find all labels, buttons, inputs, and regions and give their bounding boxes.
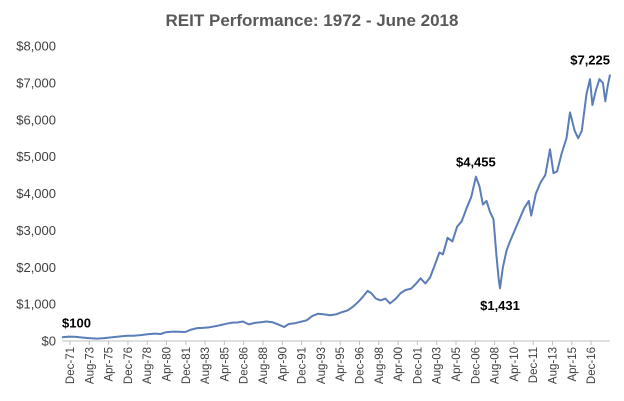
x-tick-label: Apr-95 [335,347,347,382]
x-tick-label: Aug-93 [316,347,328,384]
annotations: $100 $4,455 $1,431 $7,225 [62,53,610,331]
x-tick-label: Dec-16 [586,347,598,384]
x-tick-label: Apr-90 [277,347,289,382]
y-tick-label: $3,000 [16,223,56,238]
y-tick-label: $8,000 [16,39,56,54]
x-tick-label: Aug-88 [258,347,270,384]
x-tick-label: Aug-08 [490,347,502,384]
series-line [61,74,611,340]
x-tick-label: Aug-13 [548,347,560,384]
x-tick-label: Apr-05 [451,347,463,382]
x-tick-label: Dec-71 [65,347,77,384]
x-tick-label: Apr-85 [219,347,231,382]
x-tick-label: Aug-73 [84,347,96,384]
x-tick-label: Aug-78 [142,347,154,384]
x-tick-label: Dec-11 [528,347,540,383]
x-tick-label: Dec-86 [239,347,251,384]
x-tick-label: Apr-00 [393,347,405,382]
data-annotation: $4,455 [456,155,496,170]
x-tick-label: Dec-76 [123,347,135,384]
y-tick-label: $2,000 [16,260,56,275]
y-tick-label: $5,000 [16,149,56,164]
x-tick-label: Aug-98 [374,347,386,384]
x-tick-label: Dec-01 [412,347,424,384]
x-tick-label: Dec-06 [470,347,482,384]
y-tick-label: $4,000 [16,186,56,201]
x-tick-label: Apr-15 [567,347,579,382]
x-tick-label: Dec-96 [355,347,367,384]
data-annotation: $7,225 [570,53,610,68]
chart-title: REIT Performance: 1972 - June 2018 [166,11,459,30]
x-tick-label: Dec-91 [297,347,309,384]
y-tick-label: $1,000 [16,297,56,312]
x-tick-label: Aug-03 [432,347,444,384]
x-axis: Dec-71 Aug-73 Apr-75 Dec-76 Aug-78 Apr-80 Dec-… [65,341,598,384]
x-tick-label: Apr-75 [104,347,116,382]
x-tick-label: Aug-83 [200,347,212,384]
y-tick-label: $0 [42,334,56,349]
x-tick-label: Dec-81 [181,347,193,384]
y-tick-label: $6,000 [16,112,56,127]
x-tick-label: Apr-10 [509,347,521,382]
y-axis: $0 $1,000 $2,000 $3,000 $4,000 $5,000 $6,000 $7… [16,39,56,349]
data-annotation: $1,431 [480,298,520,313]
data-annotation: $100 [62,315,91,330]
x-tick-label: Apr-80 [162,347,174,382]
y-tick-label: $7,000 [16,75,56,90]
